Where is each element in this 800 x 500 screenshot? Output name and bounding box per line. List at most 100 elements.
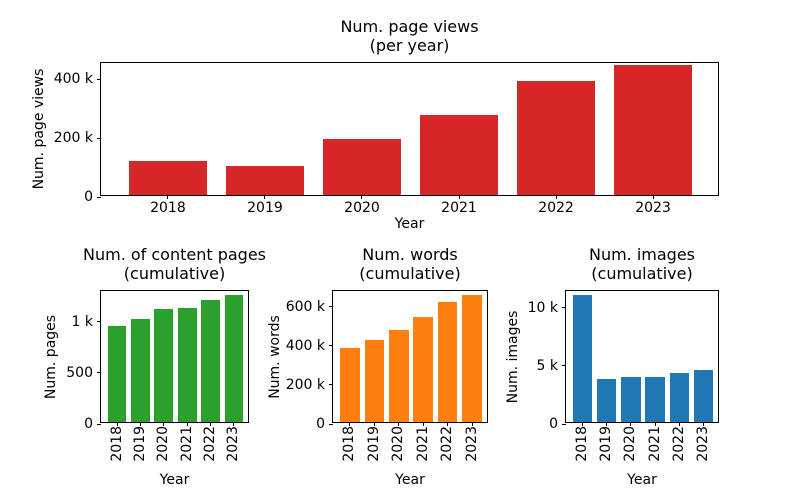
x-tick-mark <box>186 422 188 426</box>
x-tick-mark <box>555 195 557 199</box>
x-tick-mark <box>210 422 212 426</box>
y-tick-mark <box>97 196 101 198</box>
y-tick-mark <box>97 372 101 374</box>
x-tick-label: 2021 <box>414 426 431 462</box>
x-tick-mark <box>361 195 363 199</box>
y-tick-mark <box>562 423 566 425</box>
chart-title: Num. of content pages (cumulative) <box>82 244 267 284</box>
y-tick-mark <box>329 306 333 308</box>
x-tick-label: 2022 <box>439 426 456 462</box>
y-tick-label: 10 k <box>527 299 558 316</box>
x-tick-mark <box>163 422 165 426</box>
y-tick-label: 0 <box>316 416 325 432</box>
x-tick-label: 2018 <box>108 426 125 462</box>
bar-2018 <box>573 295 593 422</box>
x-tick-label: 2020 <box>622 426 639 462</box>
y-tick-mark <box>97 321 101 323</box>
y-tick-mark <box>97 78 101 80</box>
bar-2022 <box>437 302 458 422</box>
x-tick-label: 2022 <box>202 426 219 462</box>
x-tick-mark <box>606 422 608 426</box>
y-tick-mark <box>97 423 101 425</box>
bar-2022 <box>517 81 595 195</box>
bar-2019 <box>131 318 150 422</box>
y-tick-label: 500 <box>66 364 93 381</box>
x-tick-label: 2019 <box>365 426 382 462</box>
chart-num-content-pages: Num. of content pages (cumulative) Num. p… <box>43 245 266 487</box>
x-tick-label: 2019 <box>247 200 283 216</box>
y-tick-mark <box>562 307 566 309</box>
y-tick-label: 600 k <box>285 298 325 315</box>
x-tick-mark <box>630 422 632 426</box>
bar-2022 <box>201 300 220 422</box>
y-tick-label: 0 <box>84 416 93 432</box>
x-axis-label: Year <box>159 472 190 488</box>
bar-2018 <box>107 325 127 422</box>
y-tick-label: 400 k <box>285 337 325 354</box>
bar-2019 <box>597 379 617 422</box>
chart-num-page-views: Num. page views (per year) Num. page view… <box>31 17 719 231</box>
x-axis-label: Year <box>395 472 425 488</box>
y-tick-mark <box>329 384 333 386</box>
x-tick-mark <box>422 422 424 426</box>
y-tick-label: 5 k <box>536 357 558 374</box>
y-axis-label: Num. words <box>267 314 283 399</box>
y-tick-label: 400 k <box>53 71 93 88</box>
bar-2023 <box>614 64 692 195</box>
y-tick-label: 200 k <box>53 130 93 147</box>
x-tick-label: 2021 <box>441 200 477 216</box>
bar-2023 <box>693 369 713 422</box>
y-tick-label: 0 <box>549 416 558 432</box>
y-tick-mark <box>97 137 101 139</box>
x-tick-mark <box>349 422 351 426</box>
x-tick-mark <box>167 195 169 199</box>
x-tick-mark <box>139 422 141 426</box>
x-tick-mark <box>398 422 400 426</box>
x-tick-label: 2019 <box>598 426 615 462</box>
x-tick-mark <box>233 422 235 426</box>
x-tick-label: 2021 <box>178 426 195 462</box>
bar-2023 <box>224 295 244 422</box>
x-tick-mark <box>654 422 656 426</box>
y-axis-label: Num. page views <box>31 68 47 190</box>
x-tick-label: 2018 <box>574 426 591 462</box>
x-tick-label: 2023 <box>635 200 671 216</box>
bar-2018 <box>340 347 360 422</box>
x-tick-mark <box>447 422 449 426</box>
bar-2018 <box>129 161 207 195</box>
x-tick-mark <box>652 195 654 199</box>
x-tick-label: 2018 <box>150 200 186 216</box>
bar-2021 <box>413 316 433 422</box>
x-tick-label: 2020 <box>390 426 407 462</box>
bar-2022 <box>669 373 689 422</box>
x-tick-mark <box>458 195 460 199</box>
bar-2019 <box>364 340 385 422</box>
y-tick-label: 200 k <box>285 376 325 393</box>
x-tick-label: 2023 <box>225 426 242 462</box>
y-tick-label: 0 <box>84 189 93 205</box>
x-axis-label: Year <box>627 472 657 488</box>
x-tick-label: 2018 <box>341 426 358 462</box>
x-tick-label: 2020 <box>344 200 380 216</box>
bar-2021 <box>645 376 665 422</box>
chart-num-images: Num. images (cumulative) Num. images Year 0… <box>505 245 719 487</box>
x-axis-label: Year <box>394 216 425 232</box>
x-tick-label: 2022 <box>670 426 687 462</box>
chart-title: Num. page views (per year) <box>340 16 479 56</box>
bar-2020 <box>388 330 409 422</box>
y-tick-mark <box>329 423 333 425</box>
bar-2020 <box>323 139 401 195</box>
bar-2020 <box>621 376 641 422</box>
y-tick-mark <box>329 345 333 347</box>
x-tick-label: 2022 <box>538 200 574 216</box>
x-tick-label: 2021 <box>646 426 663 462</box>
x-tick-label: 2023 <box>694 426 711 462</box>
x-tick-mark <box>582 422 584 426</box>
bar-2019 <box>226 165 304 195</box>
x-tick-mark <box>678 422 680 426</box>
x-tick-label: 2020 <box>155 426 172 462</box>
x-tick-mark <box>264 195 266 199</box>
x-tick-mark <box>471 422 473 426</box>
y-tick-mark <box>562 365 566 367</box>
